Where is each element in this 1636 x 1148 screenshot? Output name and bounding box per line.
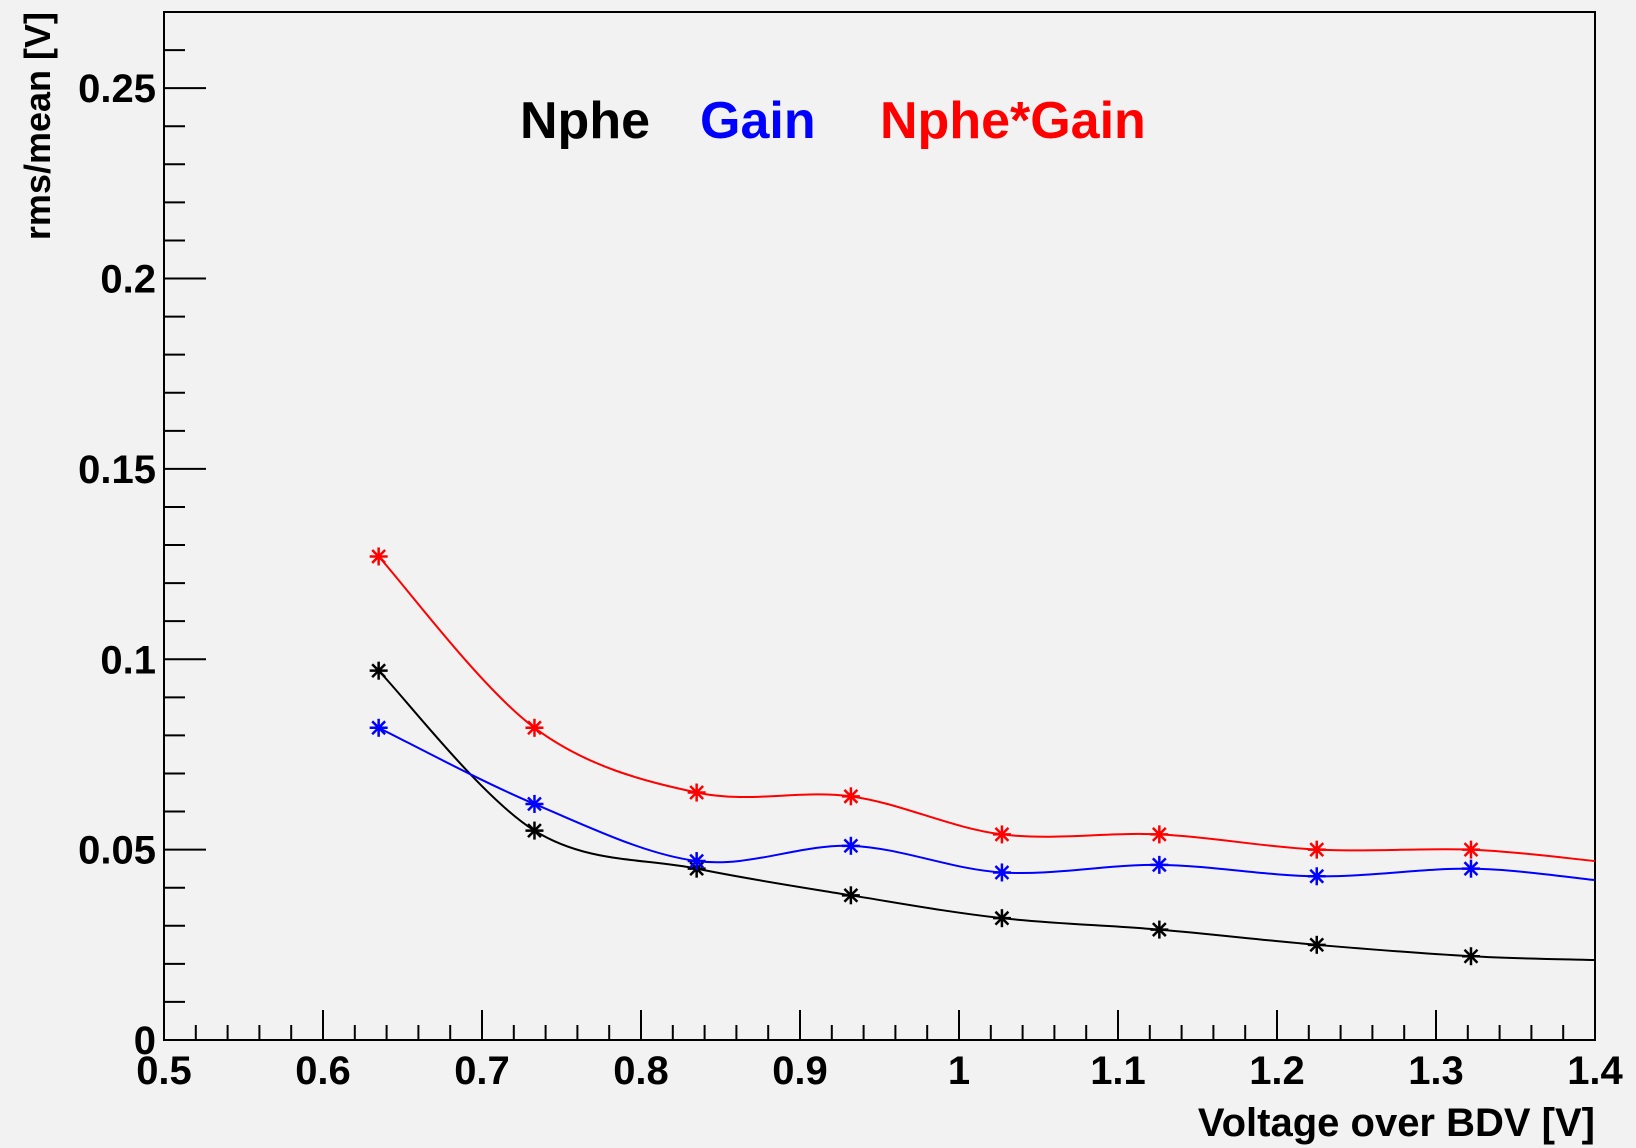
legend-entry: Nphe [520,92,650,150]
marker-stroke [689,853,705,869]
data-point [1307,840,1326,859]
marker-stroke [371,549,387,564]
marker-stroke [1463,842,1479,857]
data-point [841,787,860,806]
marker-stroke [843,788,859,804]
marker-stroke [843,887,859,903]
series-line [377,669,1596,962]
data-point [525,821,544,840]
data-point [992,909,1011,928]
data-point [992,825,1011,844]
marker-stroke [371,720,387,736]
data-point [1307,867,1326,886]
x-tick-label: 1.1 [1090,1049,1146,1093]
x-tick-label: 0.5 [136,1049,192,1093]
x-tick-label: 0.9 [772,1049,828,1093]
x-tick-label: 0.6 [295,1049,351,1093]
data-point [369,718,388,737]
marker-stroke [1463,948,1479,964]
marker-stroke [1309,868,1325,884]
legend: Nphe Gain Nphe*Gain [520,92,1146,150]
legend-entry: Gain [700,92,816,150]
data-point [1307,935,1326,954]
marker-stroke [527,720,542,736]
marker-stroke [994,910,1010,926]
marker-stroke [1151,827,1167,842]
plot-frame [163,11,1596,1041]
x-axis-label: Voltage over BDV [V] [1198,1101,1595,1145]
x-tick-label: 0.7 [454,1049,510,1093]
data-point [841,836,860,855]
y-axis-label: rms/mean [V] [17,12,58,240]
x-tick-label: 0.8 [613,1049,669,1093]
data-point [1150,920,1169,939]
series-line [377,555,1596,863]
data-point [687,852,706,871]
marker-stroke [1151,922,1167,937]
data-point [525,794,544,813]
x-tick-label: 1.4 [1567,1049,1623,1093]
data-point [841,886,860,905]
marker-stroke [1309,937,1325,953]
data-point [687,783,706,802]
legend-entry: Nphe*Gain [880,92,1146,150]
series-layer [369,547,1596,966]
x-tick-label: 1 [948,1049,970,1093]
marker-stroke [994,865,1010,880]
marker-stroke [1309,842,1325,857]
data-point [369,661,388,680]
axis-ticks: 0.5 0.6 0.7 0.8 0.9 1 1.1 1.2 1.3 1.4 0 0.05 0.1 0.15… [78,11,1624,1093]
data-point [1150,855,1169,874]
data-point [1461,859,1480,878]
y-tick-label: 0.25 [78,67,156,111]
marker-stroke [994,827,1010,842]
marker-stroke [371,663,387,679]
y-tick-label: 0.05 [78,829,156,873]
y-tick-label: 0 [134,1019,156,1063]
x-tick-label: 1.2 [1249,1049,1305,1093]
series-gain [369,718,1596,886]
y-tick-label: 0.2 [100,258,156,302]
data-point [369,547,388,566]
marker-stroke [843,838,859,854]
data-point [992,863,1011,882]
marker-stroke [1151,857,1167,873]
x-tick-label: 1.3 [1408,1049,1464,1093]
marker-stroke [689,785,705,800]
data-point [1150,825,1169,844]
data-point [525,718,544,737]
marker-stroke [527,823,542,838]
y-tick-label: 0.15 [78,448,156,492]
marker-stroke [1463,861,1479,877]
marker-stroke [527,796,542,812]
y-tick-label: 0.1 [100,638,156,682]
series-nphe [369,661,1596,966]
data-point [1461,840,1480,859]
series-nphe-gain [369,547,1596,863]
data-point [1461,947,1480,966]
